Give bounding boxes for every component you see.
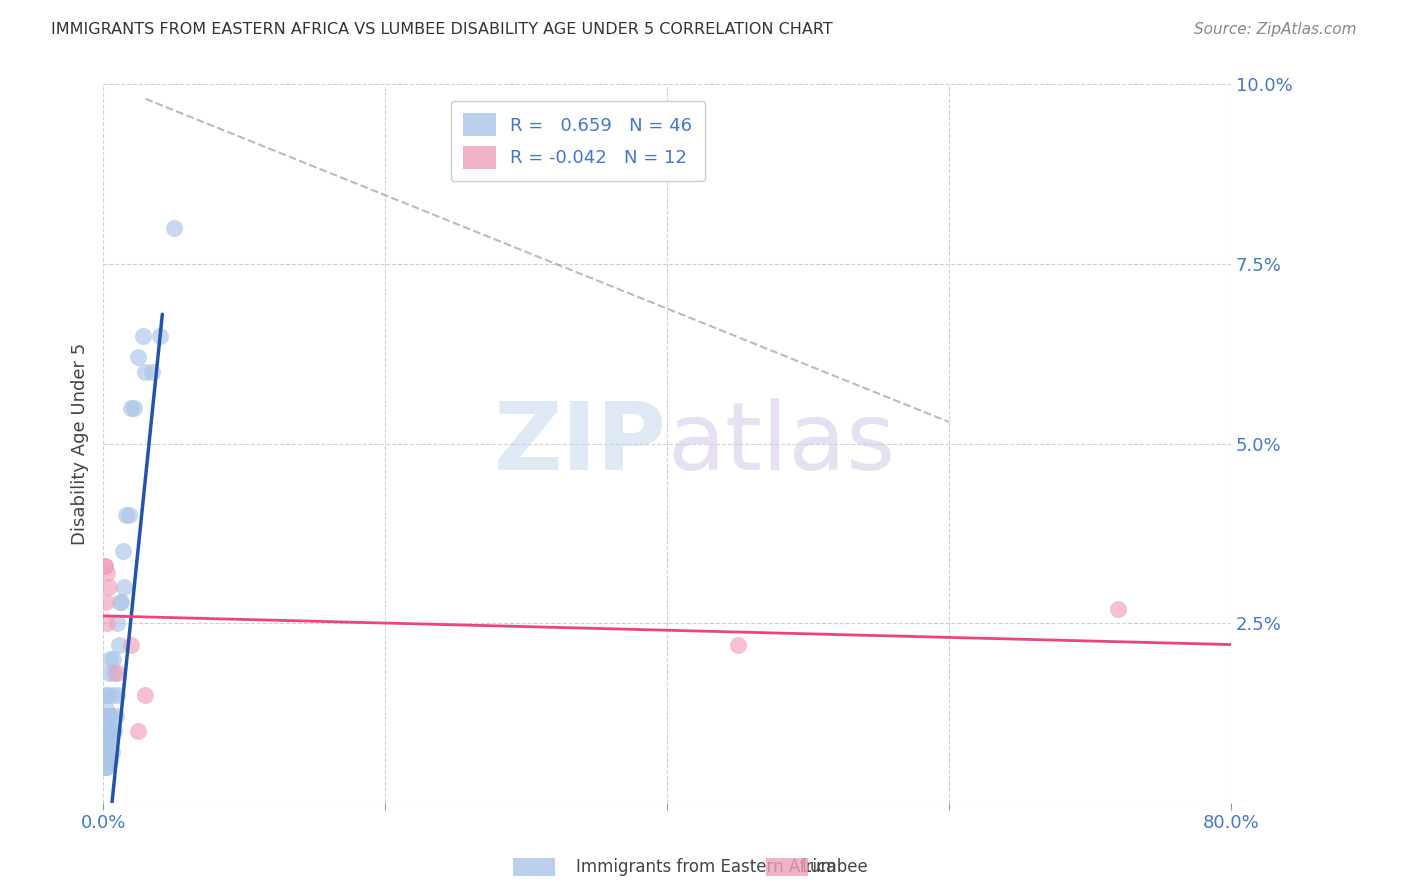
Text: Lumbee: Lumbee [801, 858, 868, 876]
Point [131, 328, 153, 343]
Point [97, 731, 120, 745]
Point [98, 652, 121, 666]
Point [101, 652, 124, 666]
Point [94, 723, 117, 738]
Point [134, 688, 156, 702]
Point [105, 615, 128, 630]
Point [108, 594, 131, 608]
Point [105, 666, 128, 681]
Point [98, 709, 121, 723]
Point [96, 709, 118, 723]
Point [97, 752, 120, 766]
Point [94, 702, 117, 716]
Point [117, 508, 139, 523]
Legend: R =   0.659   N = 46, R = -0.042   N = 12: R = 0.659 N = 46, R = -0.042 N = 12 [450, 101, 704, 181]
Point [162, 221, 184, 235]
Point [93, 760, 115, 774]
Point [96, 688, 118, 702]
Point [141, 365, 163, 379]
Point [148, 328, 170, 343]
Point [134, 365, 156, 379]
Point [97, 666, 120, 681]
Point [93, 558, 115, 573]
Point [96, 566, 118, 580]
Point [97, 709, 120, 723]
Point [100, 745, 122, 759]
Point [93, 709, 115, 723]
Point [98, 752, 121, 766]
Point [105, 688, 128, 702]
Point [727, 638, 749, 652]
Point [97, 580, 120, 594]
Point [100, 723, 122, 738]
Point [127, 723, 149, 738]
Point [94, 594, 117, 608]
Point [101, 723, 124, 738]
Point [96, 738, 118, 752]
Text: Immigrants from Eastern Africa: Immigrants from Eastern Africa [576, 858, 837, 876]
Y-axis label: Disability Age Under 5: Disability Age Under 5 [72, 343, 89, 545]
Text: atlas: atlas [666, 398, 896, 490]
Point [103, 666, 125, 681]
Point [111, 544, 134, 558]
Point [94, 760, 117, 774]
Text: ZIP: ZIP [494, 398, 666, 490]
Point [103, 723, 125, 738]
Point [120, 401, 142, 415]
Point [98, 731, 121, 745]
Point [93, 688, 115, 702]
Point [122, 401, 145, 415]
Point [107, 638, 129, 652]
Point [114, 508, 136, 523]
Point [112, 580, 135, 594]
Point [94, 745, 117, 759]
Point [100, 688, 122, 702]
Point [110, 594, 132, 608]
Point [120, 638, 142, 652]
Point [96, 760, 118, 774]
Point [1107, 601, 1129, 615]
Point [127, 351, 149, 365]
Point [93, 723, 115, 738]
Point [104, 709, 127, 723]
Point [96, 615, 118, 630]
Text: IMMIGRANTS FROM EASTERN AFRICA VS LUMBEE DISABILITY AGE UNDER 5 CORRELATION CHAR: IMMIGRANTS FROM EASTERN AFRICA VS LUMBEE… [51, 22, 832, 37]
Point [93, 738, 115, 752]
Point [93, 558, 115, 573]
Text: Source: ZipAtlas.com: Source: ZipAtlas.com [1194, 22, 1357, 37]
